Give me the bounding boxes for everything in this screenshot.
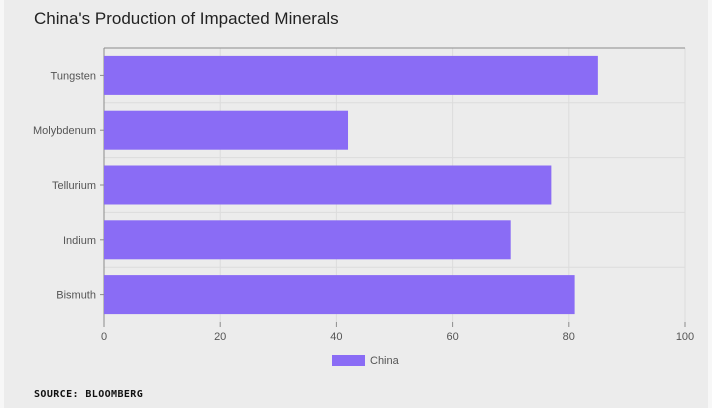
- y-category-label: Molybdenum: [33, 125, 96, 137]
- bar-tellurium: [104, 165, 552, 205]
- legend-swatch: [332, 355, 365, 366]
- source-label: SOURCE: BLOOMBERG: [34, 389, 144, 400]
- bar-indium: [104, 220, 511, 260]
- y-category-label: Tellurium: [52, 180, 96, 192]
- x-tick-label: 100: [676, 331, 694, 343]
- chart-title: China's Production of Impacted Minerals: [34, 9, 339, 28]
- x-tick-label: 60: [446, 331, 458, 343]
- x-tick-label: 40: [330, 331, 342, 343]
- bar-chart: 0 20 40 60 80 100 Tungsten Molybdenum Tellurium I…: [33, 47, 694, 367]
- y-category-label: Tungsten: [51, 70, 96, 82]
- legend-label: China: [370, 355, 400, 367]
- x-tick-label: 0: [101, 331, 107, 343]
- y-category-label: Indium: [63, 235, 96, 247]
- bar-bismuth: [104, 275, 575, 315]
- y-category-label: Bismuth: [56, 290, 96, 302]
- x-tick-label: 20: [214, 331, 226, 343]
- bar-tungsten: [104, 55, 598, 95]
- bar-molybdenum: [104, 110, 349, 150]
- x-tick-label: 80: [563, 331, 575, 343]
